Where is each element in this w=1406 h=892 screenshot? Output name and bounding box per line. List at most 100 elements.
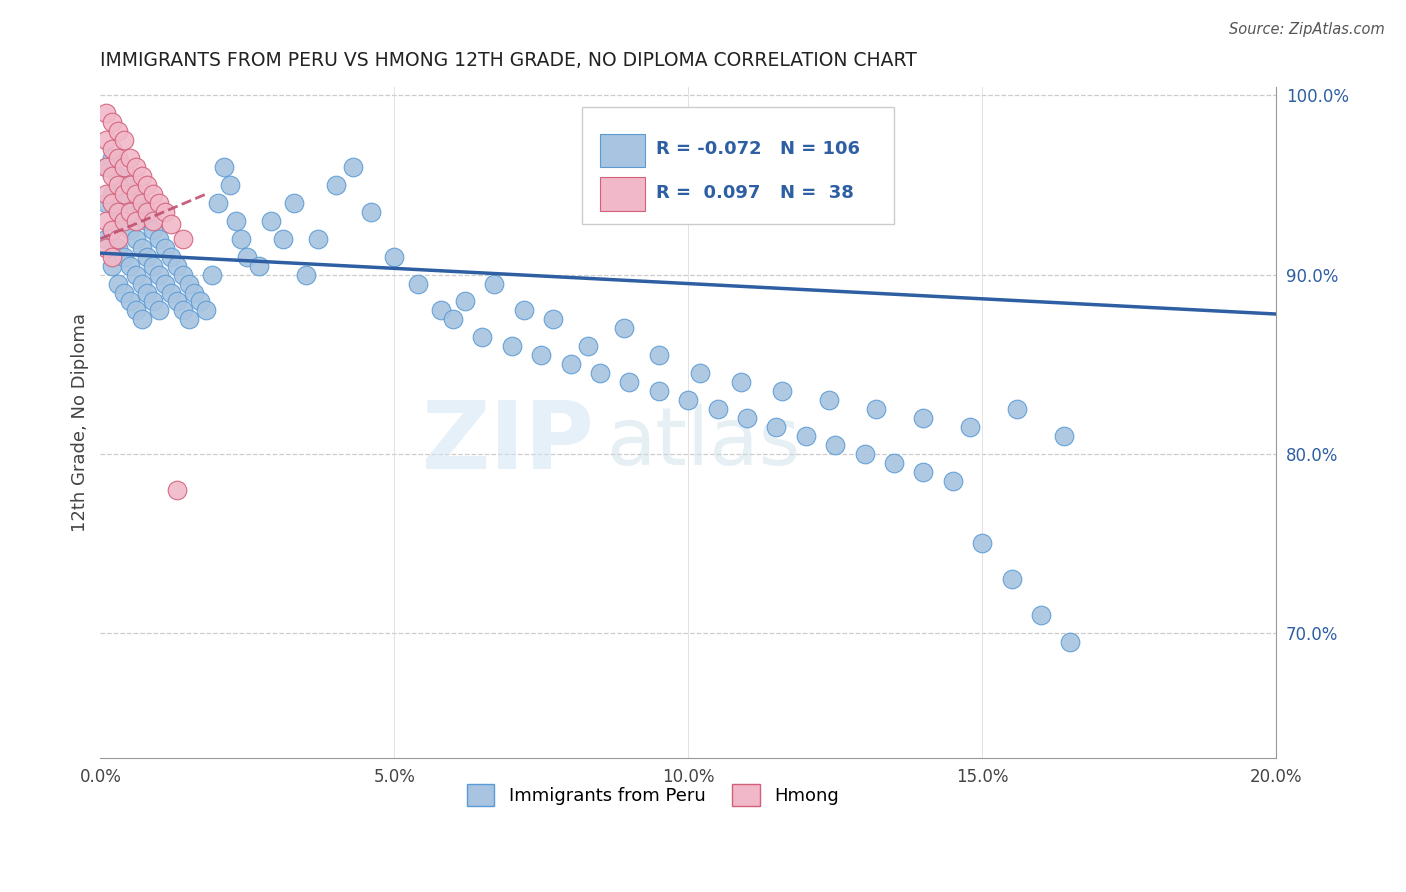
Point bbox=[166, 294, 188, 309]
Point bbox=[131, 277, 153, 291]
Point bbox=[225, 214, 247, 228]
Point bbox=[236, 250, 259, 264]
Point bbox=[112, 214, 135, 228]
Text: N =  38: N = 38 bbox=[780, 184, 853, 202]
Point bbox=[177, 312, 200, 326]
Point bbox=[765, 420, 787, 434]
Point bbox=[112, 160, 135, 174]
Point bbox=[818, 392, 841, 407]
Point bbox=[107, 178, 129, 192]
Point bbox=[153, 241, 176, 255]
Point bbox=[101, 186, 124, 201]
Text: IMMIGRANTS FROM PERU VS HMONG 12TH GRADE, NO DIPLOMA CORRELATION CHART: IMMIGRANTS FROM PERU VS HMONG 12TH GRADE… bbox=[100, 51, 917, 70]
Point bbox=[295, 268, 318, 282]
Point bbox=[271, 232, 294, 246]
Point bbox=[406, 277, 429, 291]
Point bbox=[101, 223, 124, 237]
Text: N = 106: N = 106 bbox=[780, 140, 860, 158]
Point bbox=[124, 196, 146, 211]
Point bbox=[619, 375, 641, 389]
Point bbox=[160, 285, 183, 300]
Point bbox=[112, 186, 135, 201]
Text: R = -0.072: R = -0.072 bbox=[657, 140, 762, 158]
Point bbox=[735, 411, 758, 425]
Point bbox=[101, 259, 124, 273]
Point bbox=[124, 268, 146, 282]
Text: R =  0.097: R = 0.097 bbox=[657, 184, 761, 202]
Point bbox=[471, 330, 494, 344]
Point bbox=[260, 214, 283, 228]
Point bbox=[124, 160, 146, 174]
Point bbox=[101, 115, 124, 129]
Point bbox=[148, 232, 170, 246]
Point bbox=[118, 294, 141, 309]
Point bbox=[96, 241, 118, 255]
Point bbox=[589, 366, 612, 380]
Point bbox=[247, 259, 270, 273]
Point bbox=[107, 241, 129, 255]
Point bbox=[160, 218, 183, 232]
Point bbox=[148, 303, 170, 318]
Point bbox=[131, 205, 153, 219]
Point bbox=[153, 277, 176, 291]
Point bbox=[676, 392, 699, 407]
Point bbox=[136, 178, 159, 192]
Point bbox=[576, 339, 599, 353]
Point bbox=[195, 303, 218, 318]
Point bbox=[501, 339, 523, 353]
Point bbox=[148, 268, 170, 282]
Point bbox=[101, 151, 124, 165]
Point bbox=[648, 384, 671, 398]
Point bbox=[172, 268, 194, 282]
Point bbox=[112, 133, 135, 147]
Point bbox=[124, 303, 146, 318]
Point bbox=[96, 133, 118, 147]
Point bbox=[118, 259, 141, 273]
Point bbox=[441, 312, 464, 326]
Point bbox=[107, 277, 129, 291]
Point bbox=[96, 160, 118, 174]
Point bbox=[101, 223, 124, 237]
Point bbox=[560, 357, 582, 371]
Point bbox=[612, 321, 634, 335]
Point bbox=[1059, 635, 1081, 649]
Point bbox=[118, 186, 141, 201]
Point bbox=[96, 214, 118, 228]
Point bbox=[207, 196, 229, 211]
Point bbox=[124, 214, 146, 228]
Point bbox=[865, 402, 887, 417]
Point bbox=[912, 411, 935, 425]
Point bbox=[183, 285, 205, 300]
Point bbox=[530, 348, 553, 362]
FancyBboxPatch shape bbox=[600, 134, 645, 167]
Point bbox=[107, 205, 129, 219]
Point bbox=[912, 465, 935, 479]
Point bbox=[706, 402, 728, 417]
Point bbox=[166, 483, 188, 497]
Point bbox=[96, 106, 118, 120]
Point bbox=[153, 205, 176, 219]
Point bbox=[454, 294, 477, 309]
Point bbox=[101, 196, 124, 211]
Point bbox=[689, 366, 711, 380]
Point bbox=[124, 232, 146, 246]
Point bbox=[172, 303, 194, 318]
Point bbox=[172, 232, 194, 246]
Point bbox=[325, 178, 347, 192]
Point bbox=[142, 186, 165, 201]
Point bbox=[342, 160, 364, 174]
Point bbox=[188, 294, 211, 309]
Point bbox=[283, 196, 305, 211]
Point bbox=[96, 196, 118, 211]
Point bbox=[96, 186, 118, 201]
Point bbox=[118, 151, 141, 165]
Point bbox=[212, 160, 235, 174]
Point bbox=[107, 124, 129, 138]
Point bbox=[1007, 402, 1029, 417]
Point bbox=[131, 196, 153, 211]
Point bbox=[142, 259, 165, 273]
Point bbox=[160, 250, 183, 264]
Point bbox=[148, 196, 170, 211]
Point bbox=[96, 232, 118, 246]
Point bbox=[218, 178, 240, 192]
